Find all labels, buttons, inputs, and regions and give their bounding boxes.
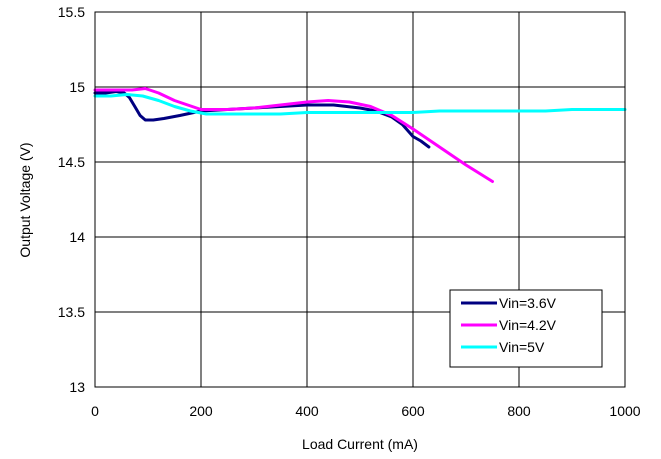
y-tick-label: 13.5 [58, 304, 85, 320]
y-tick-label: 14.5 [58, 154, 85, 170]
x-tick-label: 800 [507, 403, 531, 419]
y-tick-labels: 13 13.5 14 14.5 15 15.5 [58, 4, 85, 395]
x-tick-label: 1000 [609, 403, 640, 419]
x-tick-label: 200 [189, 403, 213, 419]
x-tick-label: 600 [401, 403, 425, 419]
y-tick-label: 14 [69, 229, 85, 245]
y-tick-label: 15.5 [58, 4, 85, 20]
legend: Vin=3.6V Vin=4.2V Vin=5V [449, 289, 603, 368]
series-line [93, 93, 627, 116]
series-line [93, 90, 431, 149]
legend-box [449, 289, 603, 368]
x-axis-title: Load Current (mA) [302, 436, 418, 452]
grid [95, 12, 625, 387]
legend-label: Vin=3.6V [499, 295, 557, 311]
y-tick-label: 15 [69, 79, 85, 95]
legend-label: Vin=5V [499, 339, 545, 355]
y-tick-label: 13 [69, 379, 85, 395]
y-axis-title: Output Voltage (V) [17, 142, 33, 257]
series-layer [93, 87, 627, 183]
x-tick-label: 0 [91, 403, 99, 419]
x-tick-label: 400 [295, 403, 319, 419]
legend-label: Vin=4.2V [499, 317, 557, 333]
plot-frame [94, 11, 626, 388]
x-tick-labels: 0 200 400 600 800 1000 [91, 403, 641, 419]
series-line [93, 87, 494, 183]
